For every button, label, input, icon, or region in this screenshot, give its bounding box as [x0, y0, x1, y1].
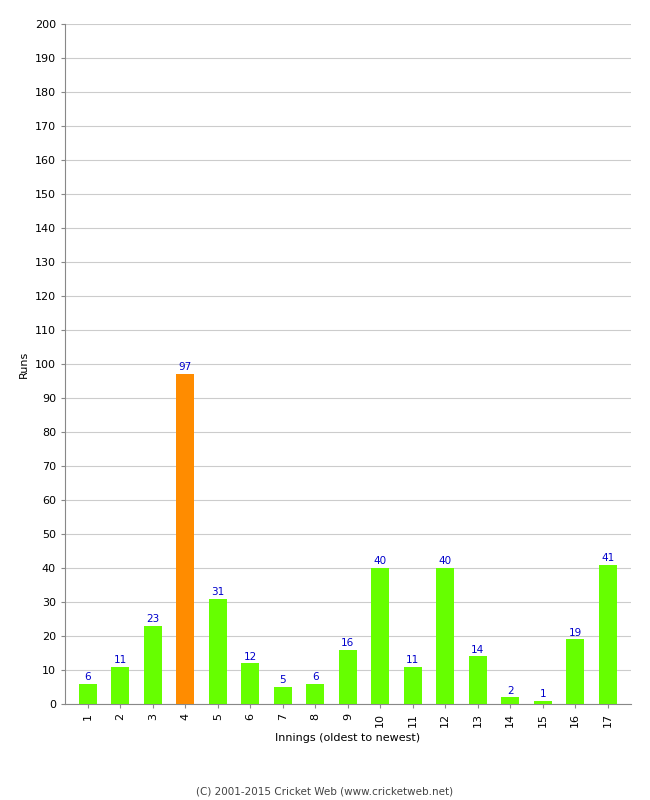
- Text: 40: 40: [374, 556, 387, 566]
- Bar: [534, 701, 552, 704]
- Bar: [79, 683, 97, 704]
- Text: 6: 6: [84, 672, 91, 682]
- Text: (C) 2001-2015 Cricket Web (www.cricketweb.net): (C) 2001-2015 Cricket Web (www.cricketwe…: [196, 786, 454, 796]
- Bar: [436, 568, 454, 704]
- Bar: [404, 666, 422, 704]
- Bar: [241, 663, 259, 704]
- Text: 2: 2: [507, 686, 514, 695]
- Bar: [371, 568, 389, 704]
- Text: 16: 16: [341, 638, 354, 648]
- Text: 11: 11: [114, 655, 127, 665]
- Text: 11: 11: [406, 655, 419, 665]
- Text: 23: 23: [146, 614, 159, 624]
- Text: 12: 12: [244, 651, 257, 662]
- Text: 41: 41: [601, 553, 614, 563]
- Bar: [501, 697, 519, 704]
- Text: 5: 5: [280, 675, 286, 686]
- Text: 14: 14: [471, 645, 484, 654]
- Text: 19: 19: [569, 628, 582, 638]
- Bar: [209, 598, 227, 704]
- Text: 6: 6: [312, 672, 318, 682]
- Bar: [306, 683, 324, 704]
- Bar: [599, 565, 617, 704]
- Bar: [566, 639, 584, 704]
- Text: 31: 31: [211, 587, 224, 597]
- Bar: [144, 626, 162, 704]
- Text: 40: 40: [439, 556, 452, 566]
- Text: 1: 1: [540, 689, 546, 699]
- Bar: [339, 650, 357, 704]
- Text: 97: 97: [179, 362, 192, 373]
- X-axis label: Innings (oldest to newest): Innings (oldest to newest): [275, 733, 421, 742]
- Bar: [111, 666, 129, 704]
- Bar: [469, 656, 487, 704]
- Bar: [274, 687, 292, 704]
- Bar: [176, 374, 194, 704]
- Y-axis label: Runs: Runs: [20, 350, 29, 378]
